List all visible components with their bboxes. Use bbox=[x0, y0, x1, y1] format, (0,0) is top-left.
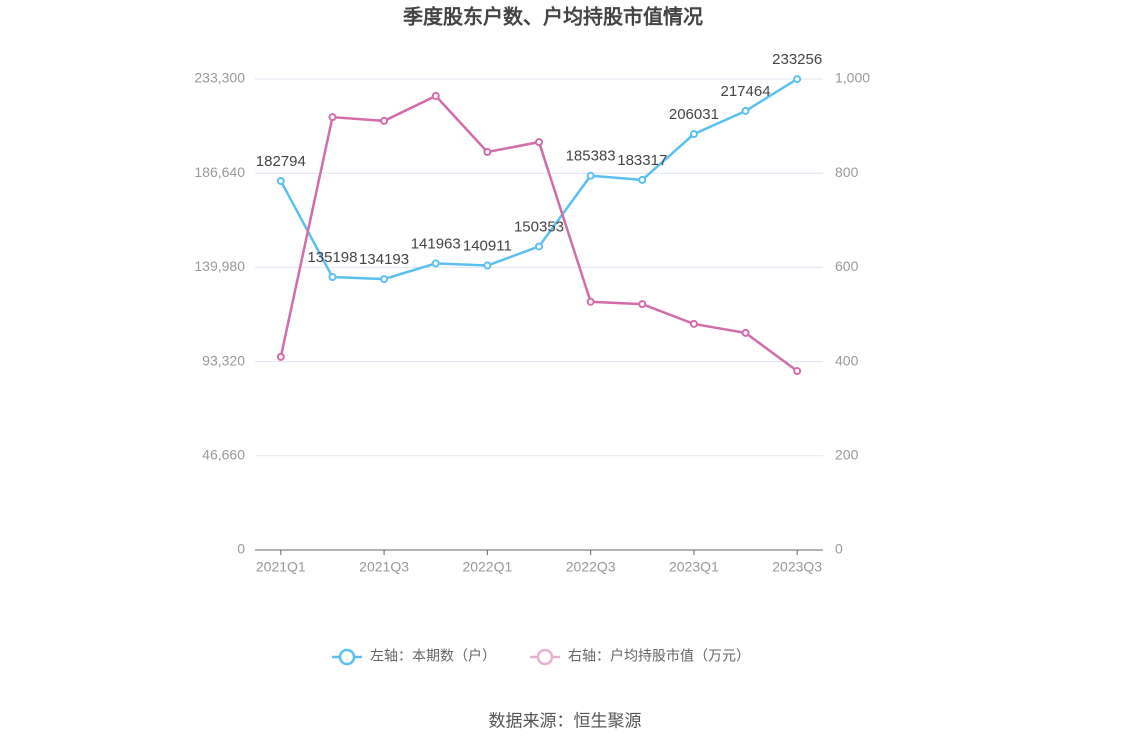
data-label: 135198 bbox=[307, 249, 357, 266]
data-point bbox=[328, 113, 337, 122]
data-point bbox=[689, 319, 698, 328]
x-tick-label: 2021Q1 bbox=[256, 559, 306, 575]
data-point bbox=[380, 116, 389, 125]
data-label: 233256 bbox=[772, 51, 822, 68]
y-tick-label: 93,320 bbox=[202, 352, 245, 368]
y2-tick-label: 800 bbox=[835, 164, 859, 180]
y2-tick-label: 400 bbox=[835, 352, 859, 368]
y-tick-label: 233,300 bbox=[194, 70, 245, 86]
data-point bbox=[741, 106, 750, 115]
legend-marker bbox=[536, 648, 554, 666]
data-point bbox=[586, 297, 595, 306]
data-label: 217464 bbox=[721, 83, 771, 100]
chart-title: 季度股东户数、户均持股市值情况 bbox=[402, 4, 703, 28]
data-point bbox=[638, 175, 647, 184]
data-point bbox=[793, 367, 802, 376]
y2-tick-label: 200 bbox=[835, 447, 859, 463]
legend-label: 左轴：本期数（户） bbox=[370, 648, 496, 664]
x-tick-label: 2022Q3 bbox=[566, 559, 616, 575]
source-note: 数据来源：恒生聚源 bbox=[489, 711, 642, 730]
data-label: 183317 bbox=[617, 152, 667, 169]
data-point bbox=[276, 176, 285, 185]
y-tick-label: 186,640 bbox=[194, 164, 245, 180]
x-tick-label: 2023Q3 bbox=[772, 559, 822, 575]
x-tick-label: 2023Q1 bbox=[669, 559, 719, 575]
y2-tick-label: 1,000 bbox=[835, 70, 870, 86]
x-tick-label: 2022Q1 bbox=[462, 559, 512, 575]
data-point bbox=[535, 138, 543, 147]
data-label: 150353 bbox=[514, 218, 564, 235]
y-tick-label: 46,660 bbox=[202, 447, 245, 463]
data-point bbox=[483, 261, 492, 270]
data-point bbox=[328, 273, 337, 282]
y2-tick-label: 0 bbox=[835, 541, 843, 557]
y-tick-label: 0 bbox=[237, 541, 245, 557]
data-label: 141963 bbox=[411, 235, 461, 252]
data-point bbox=[483, 148, 492, 157]
data-point bbox=[431, 91, 440, 100]
data-point bbox=[431, 259, 440, 268]
data-label: 134193 bbox=[359, 251, 409, 268]
data-point bbox=[741, 328, 750, 337]
data-point bbox=[380, 275, 389, 284]
x-tick-label: 2021Q3 bbox=[359, 559, 409, 575]
data-point bbox=[586, 171, 595, 180]
data-point bbox=[276, 352, 285, 361]
y-tick-label: 139,980 bbox=[194, 258, 245, 274]
data-label: 182794 bbox=[256, 153, 306, 170]
legend-label: 右轴：户均持股市值（万元） bbox=[568, 648, 750, 664]
data-label: 140911 bbox=[463, 237, 512, 254]
data-point bbox=[535, 242, 543, 251]
data-label: 185383 bbox=[566, 148, 616, 165]
data-point bbox=[689, 130, 698, 139]
data-point bbox=[638, 300, 647, 309]
data-point bbox=[793, 75, 802, 84]
legend-marker bbox=[338, 648, 356, 666]
data-label: 206031 bbox=[669, 106, 719, 123]
y2-tick-label: 600 bbox=[835, 258, 859, 274]
